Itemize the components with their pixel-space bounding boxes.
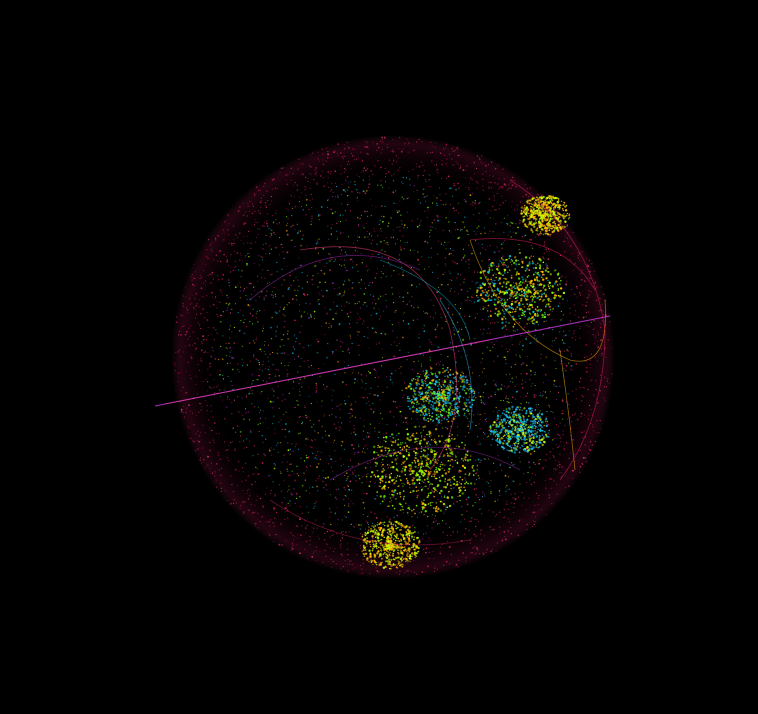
swirl-arc — [469, 238, 596, 291]
swirl-arc — [469, 239, 606, 362]
swirl-arc — [509, 179, 606, 481]
swirl-arc — [249, 255, 421, 301]
sphere-rim-glow — [171, 135, 615, 579]
swirl-arc — [439, 299, 473, 431]
swirl-arc — [379, 259, 471, 341]
tangent-streak-secondary — [164, 339, 491, 405]
swirl-arc — [269, 499, 471, 546]
particle-arcs — [249, 179, 606, 546]
swirl-arc — [329, 446, 521, 481]
particle-field — [174, 136, 613, 576]
swirl-arc — [299, 246, 458, 471]
